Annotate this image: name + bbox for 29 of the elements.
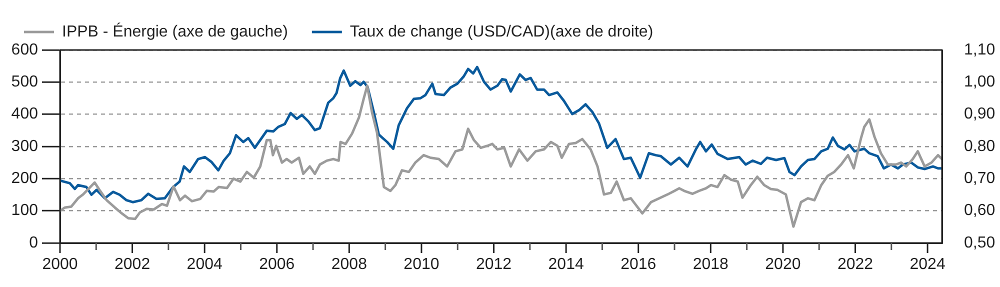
legend-label: IPPB - Énergie (axe de gauche) — [62, 22, 288, 40]
x-tick-label: 2014 — [548, 256, 584, 274]
x-tick-label: 2024 — [910, 256, 946, 274]
y-tick-label: 400 — [11, 106, 38, 123]
y2-tick-label: 0,90 — [964, 106, 996, 123]
y2-tick-label: 0,80 — [964, 138, 996, 155]
y-tick-label: 200 — [11, 170, 38, 188]
x-tick-label: 2012 — [476, 256, 512, 274]
y-tick-label: 500 — [11, 74, 38, 91]
x-tick-label: 2008 — [331, 256, 368, 274]
y-tick-label: 300 — [11, 138, 38, 155]
y-tick-label: 600 — [11, 41, 38, 58]
y2-tick-label: 1,10 — [964, 41, 996, 58]
y-tick-label: 100 — [11, 202, 38, 220]
y-tick-label: 0 — [29, 234, 38, 252]
y2-tick-label: 0,70 — [964, 170, 996, 188]
legend-label: Taux de change (USD/CAD)(axe de droite) — [350, 23, 654, 40]
x-tick-label: 2016 — [620, 256, 656, 274]
x-tick-label: 2002 — [114, 256, 150, 274]
y2-tick-label: 1,00 — [964, 74, 996, 91]
y2-tick-label: 0,60 — [964, 202, 996, 220]
x-tick-label: 2006 — [259, 256, 295, 274]
x-tick-label: 2000 — [42, 256, 78, 274]
x-tick-label: 2004 — [186, 256, 222, 274]
x-tick-label: 2020 — [765, 256, 801, 274]
x-tick-label: 2010 — [404, 256, 440, 274]
x-tick-label: 2022 — [837, 256, 874, 274]
y2-tick-label: 0,50 — [964, 234, 996, 252]
x-tick-label: 2018 — [692, 256, 729, 274]
